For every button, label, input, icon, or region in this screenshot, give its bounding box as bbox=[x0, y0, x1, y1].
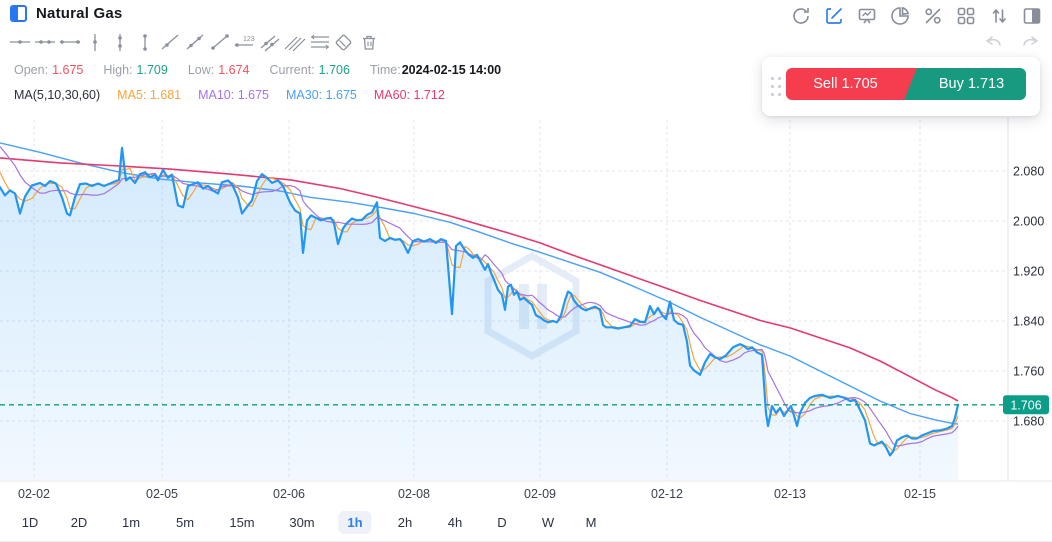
timeframe-D[interactable]: D bbox=[497, 515, 507, 530]
vertical-segment-icon[interactable] bbox=[133, 31, 157, 53]
svg-text:02-08: 02-08 bbox=[398, 487, 430, 501]
svg-text:2.080: 2.080 bbox=[1013, 165, 1044, 179]
pie-chart-icon[interactable] bbox=[888, 4, 912, 28]
trend-line-icon[interactable] bbox=[183, 31, 207, 53]
drawing-toolbar: 123 bbox=[8, 31, 382, 53]
price-line bbox=[0, 146, 960, 457]
drag-handle[interactable] bbox=[770, 76, 782, 97]
svg-text:02-06: 02-06 bbox=[273, 487, 305, 501]
eraser-icon[interactable] bbox=[333, 31, 357, 53]
trend-segment-icon[interactable] bbox=[208, 31, 232, 53]
timeframe-4h[interactable]: 4h bbox=[447, 515, 463, 530]
fib-retracement-icon[interactable] bbox=[308, 31, 332, 53]
current-label: Current: bbox=[269, 63, 315, 77]
trend-ray-icon[interactable] bbox=[158, 31, 182, 53]
horizontal-line-icon[interactable] bbox=[8, 31, 32, 53]
svg-text:1.840: 1.840 bbox=[1013, 315, 1044, 329]
svg-text:1.680: 1.680 bbox=[1013, 415, 1044, 429]
open-value: 1.675 bbox=[52, 63, 84, 77]
timeframe-W[interactable]: W bbox=[541, 515, 555, 530]
y-axis-labels: 2.080 2.000 1.920 1.840 1.760 1.680 bbox=[1013, 165, 1044, 429]
chart-board-icon[interactable] bbox=[855, 4, 879, 28]
svg-text:1.760: 1.760 bbox=[1013, 365, 1044, 379]
open-label: Open: bbox=[14, 63, 49, 77]
time-value: 2024-02-15 14:00 bbox=[401, 63, 502, 77]
price-label-icon[interactable]: 123 bbox=[233, 31, 257, 53]
timeframe-1h[interactable]: 1h bbox=[338, 511, 372, 534]
page-title: Natural Gas bbox=[36, 5, 123, 22]
draw-icon[interactable] bbox=[822, 4, 846, 28]
buy-button[interactable]: Buy 1.713 bbox=[904, 68, 1026, 100]
svg-text:123: 123 bbox=[243, 36, 255, 43]
timeframe-2h[interactable]: 2h bbox=[397, 515, 413, 530]
multi-trend-icon[interactable] bbox=[283, 31, 307, 53]
timeframe-1m[interactable]: 1m bbox=[121, 515, 141, 530]
ma-legend-item: MA60: 1.712 bbox=[373, 88, 445, 102]
ma10-line bbox=[0, 146, 959, 447]
sell-button[interactable]: Sell 1.705 bbox=[786, 68, 918, 100]
instrument-icon bbox=[10, 5, 27, 22]
horizontal-ray-icon[interactable] bbox=[33, 31, 57, 53]
svg-text:1.920: 1.920 bbox=[1013, 265, 1044, 279]
sort-arrows-icon[interactable] bbox=[987, 4, 1011, 28]
svg-text:02-05: 02-05 bbox=[146, 487, 178, 501]
undo-icon[interactable] bbox=[982, 31, 1006, 53]
header-toolbar bbox=[789, 4, 1044, 28]
ma-legend-item: MA30: 1.675 bbox=[286, 88, 357, 102]
vertical-line-icon[interactable] bbox=[83, 31, 107, 53]
apps-grid-icon[interactable] bbox=[954, 4, 978, 28]
svg-text:02-12: 02-12 bbox=[651, 487, 683, 501]
timeframe-30m[interactable]: 30m bbox=[289, 515, 315, 530]
timeframe-15m[interactable]: 15m bbox=[229, 515, 255, 530]
panel-toggle-icon[interactable] bbox=[1020, 4, 1044, 28]
svg-text:02-09: 02-09 bbox=[524, 487, 556, 501]
timeframe-M[interactable]: M bbox=[585, 515, 597, 530]
timeframe-2D[interactable]: 2D bbox=[70, 515, 88, 530]
low-value: 1.674 bbox=[218, 63, 250, 77]
delete-icon[interactable] bbox=[358, 31, 382, 53]
ma30-line bbox=[0, 142, 959, 425]
extended-horizontal-line-icon[interactable] bbox=[58, 31, 82, 53]
high-value: 1.709 bbox=[136, 63, 168, 77]
x-axis-labels: 02-02 02-05 02-06 02-08 02-09 02-12 02-13 02-15 bbox=[18, 487, 936, 501]
svg-text:02-02: 02-02 bbox=[18, 487, 50, 501]
ma-group-label: MA(5,10,30,60) bbox=[14, 88, 101, 102]
current-price-badge: 1.706 bbox=[1003, 395, 1049, 415]
header: Natural Gas bbox=[0, 0, 1052, 28]
low-label: Low: bbox=[187, 63, 215, 77]
high-label: High: bbox=[103, 63, 133, 77]
parallel-channel-icon[interactable] bbox=[258, 31, 282, 53]
time-label: Time: bbox=[369, 63, 401, 77]
svg-text:1.706: 1.706 bbox=[1010, 398, 1041, 412]
redo-icon[interactable] bbox=[1018, 31, 1042, 53]
trade-panel: Sell 1.705 Buy 1.713 bbox=[762, 57, 1040, 116]
refresh-icon[interactable] bbox=[789, 4, 813, 28]
timeframe-5m[interactable]: 5m bbox=[175, 515, 195, 530]
undo-redo-group bbox=[982, 31, 1042, 53]
timeframe-1D[interactable]: 1D bbox=[21, 515, 39, 530]
ma-legend-item: MA10: 1.675 bbox=[198, 88, 269, 102]
percent-icon[interactable] bbox=[921, 4, 945, 28]
svg-text:02-13: 02-13 bbox=[774, 487, 806, 501]
price-area-fill bbox=[0, 147, 958, 480]
vertical-ray-icon[interactable] bbox=[108, 31, 132, 53]
ma-legend-item: MA5: 1.681 bbox=[117, 88, 182, 102]
timeframe-bar: 1D 2D 1m 5m 15m 30m 1h 2h 4h D W M bbox=[0, 506, 1052, 539]
current-value: 1.706 bbox=[318, 63, 350, 77]
ma-legend: MA(5,10,30,60) MA5: 1.681 MA10: 1.675 MA30… bbox=[14, 88, 445, 102]
quote-row: Open: 1.675 High: 1.709 Low: 1.674 Current:… bbox=[14, 63, 501, 77]
svg-text:2.000: 2.000 bbox=[1013, 215, 1044, 229]
svg-text:02-15: 02-15 bbox=[904, 487, 936, 501]
